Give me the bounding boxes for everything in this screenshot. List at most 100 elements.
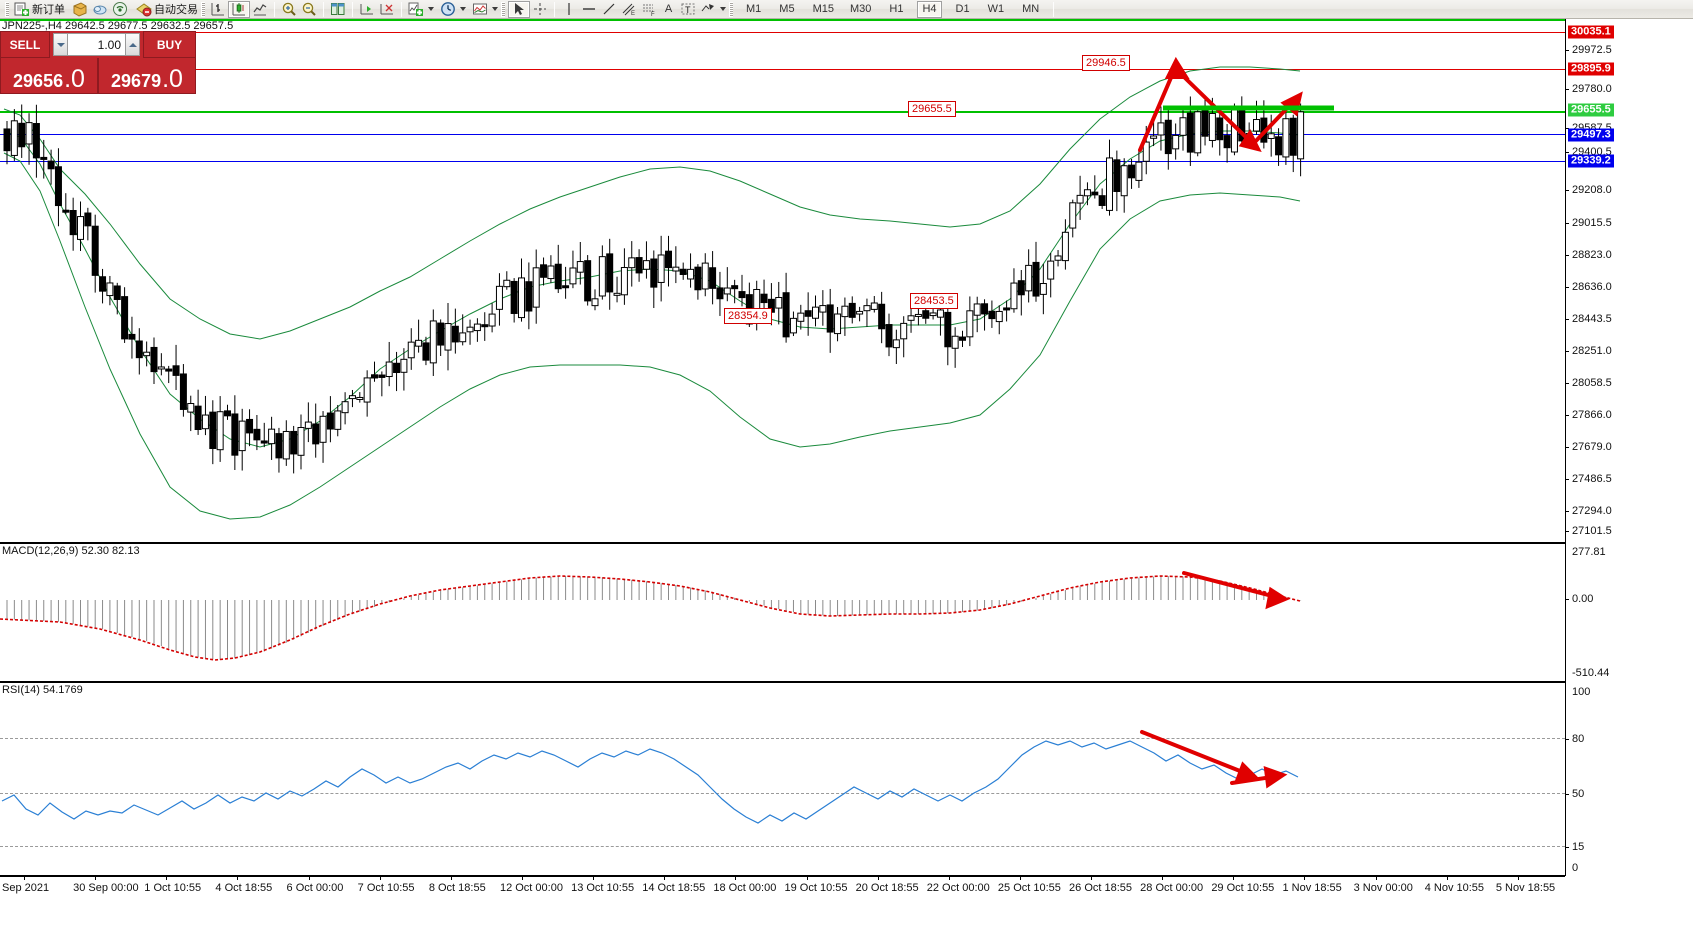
macd-drawn-arrow[interactable] bbox=[0, 544, 1565, 681]
tile-windows-icon[interactable] bbox=[328, 1, 348, 18]
time-axis-tick: Sep 2021 bbox=[2, 882, 50, 894]
time-axis-tick: 13 Oct 10:55 bbox=[571, 882, 635, 894]
macd-pane[interactable]: MACD(12,26,9) 52.30 82.13 bbox=[0, 543, 1565, 682]
time-axis-tick: 5 Nov 18:55 bbox=[1495, 882, 1556, 894]
cursor-icon[interactable] bbox=[508, 0, 530, 18]
timeframe-h1[interactable]: H1 bbox=[889, 3, 904, 15]
autotrade-icon[interactable] bbox=[134, 1, 154, 18]
timeframe-w1[interactable]: W1 bbox=[987, 3, 1005, 15]
level-line-29497[interactable] bbox=[0, 134, 1565, 135]
rsi-level-15 bbox=[0, 846, 1565, 847]
annotation-28354[interactable]: 28354.9 bbox=[724, 308, 772, 324]
time-axis-tick: 26 Oct 18:55 bbox=[1069, 882, 1133, 894]
toolbar-grip-4[interactable] bbox=[729, 1, 733, 17]
rsi-label: RSI(14) 54.1769 bbox=[2, 684, 83, 696]
volume-input[interactable]: 1.00 bbox=[68, 33, 125, 56]
buy-price[interactable]: 29679 .0 bbox=[98, 58, 196, 94]
period-dropdown-caret-icon[interactable] bbox=[460, 7, 466, 11]
timeframe-d1[interactable]: D1 bbox=[955, 3, 970, 15]
chart-container[interactable]: JPN225-,H4 29642.5 29677.5 29632.5 29657… bbox=[0, 19, 1693, 940]
cloud-icon[interactable] bbox=[90, 1, 110, 18]
timeframe-m1[interactable]: M1 bbox=[746, 3, 762, 15]
level-line-29339[interactable] bbox=[0, 161, 1565, 162]
toolbar-grip[interactable] bbox=[5, 1, 9, 17]
line-chart-icon[interactable] bbox=[250, 1, 270, 18]
volume-increase-button[interactable] bbox=[125, 33, 140, 56]
price-tick-29015: 29015.5 bbox=[1572, 217, 1612, 229]
timeframe-mn[interactable]: MN bbox=[1022, 3, 1040, 15]
rsi-axis[interactable]: 100 80 50 15 0 bbox=[1565, 682, 1693, 876]
arrows-dropdown-caret-icon[interactable] bbox=[720, 7, 726, 11]
new-order-icon[interactable] bbox=[12, 1, 32, 18]
price-pane[interactable]: JPN225-,H4 29642.5 29677.5 29632.5 29657… bbox=[0, 19, 1565, 543]
wallet-icon[interactable] bbox=[70, 1, 90, 18]
zoom-out-icon[interactable] bbox=[299, 1, 319, 18]
templates-icon[interactable] bbox=[470, 1, 490, 18]
price-axis[interactable]: 30035.1 29972.5 29895.9 29780.0 29655.5 … bbox=[1565, 19, 1693, 543]
crosshair-icon[interactable] bbox=[530, 1, 550, 18]
sell-button[interactable]: SELL bbox=[0, 31, 50, 58]
annotation-29946[interactable]: 29946.5 bbox=[1082, 55, 1130, 71]
price-tick-27866: 27866.0 bbox=[1572, 409, 1612, 421]
price-tick-27101: 27101.5 bbox=[1572, 525, 1612, 537]
rsi-drawn-arrows[interactable] bbox=[0, 683, 1565, 875]
fibonacci-retracement-icon[interactable]: F bbox=[639, 1, 659, 18]
price-tick-27294: 27294.0 bbox=[1572, 505, 1612, 517]
one-click-trading-panel[interactable]: SELL 1.00 BUY 29656 .0 29679 .0 bbox=[0, 31, 196, 94]
zoom-in-icon[interactable] bbox=[279, 1, 299, 18]
trendline-icon[interactable] bbox=[599, 1, 619, 18]
rsi-tick-80: 80 bbox=[1572, 733, 1585, 745]
rsi-pane[interactable]: RSI(14) 54.1769 bbox=[0, 682, 1565, 876]
rsi-axis-line bbox=[1565, 682, 1566, 876]
horizontal-line-icon[interactable] bbox=[579, 1, 599, 18]
bar-chart-icon[interactable] bbox=[208, 1, 228, 18]
price-tag-30035: 30035.1 bbox=[1568, 25, 1614, 39]
macd-axis[interactable]: 277.81 0.00 -510.44 bbox=[1565, 543, 1693, 682]
volume-stepper[interactable]: 1.00 bbox=[50, 31, 143, 58]
chevron-down-icon bbox=[56, 42, 65, 47]
level-line-29655[interactable] bbox=[0, 111, 1565, 113]
buy-price-decimal: .0 bbox=[162, 65, 183, 93]
main-toolbar[interactable]: 新订单 自动交易 bbox=[0, 0, 1693, 19]
autotrade-label[interactable]: 自动交易 bbox=[154, 4, 198, 16]
sell-price[interactable]: 29656 .0 bbox=[0, 58, 98, 94]
level-line-29896[interactable] bbox=[0, 69, 1565, 70]
timeframe-h4[interactable]: H4 bbox=[917, 0, 942, 18]
time-axis-tick: 30 Sep 00:00 bbox=[73, 882, 139, 894]
toolbar-grip-3[interactable] bbox=[501, 1, 505, 17]
volume-decrease-button[interactable] bbox=[53, 33, 68, 56]
annotation-29655[interactable]: 29655.5 bbox=[908, 101, 956, 117]
macd-axis-line bbox=[1565, 543, 1566, 682]
annotation-28453[interactable]: 28453.5 bbox=[910, 293, 958, 309]
add-indicator-icon[interactable] bbox=[406, 1, 426, 18]
time-axis-tick: 4 Nov 10:55 bbox=[1424, 882, 1485, 894]
indicator-dropdown-caret-icon[interactable] bbox=[428, 7, 434, 11]
time-axis-tick: 19 Oct 10:55 bbox=[784, 882, 848, 894]
timeframe-m30[interactable]: M30 bbox=[849, 3, 872, 15]
signal-icon[interactable] bbox=[110, 1, 130, 18]
buy-button[interactable]: BUY bbox=[143, 31, 196, 58]
level-line-30035[interactable] bbox=[0, 32, 1565, 33]
timeframe-m15[interactable]: M15 bbox=[812, 3, 834, 15]
price-tick-28443: 28443.5 bbox=[1572, 313, 1612, 325]
toolbar-grip-2[interactable] bbox=[201, 1, 205, 17]
auto-scroll-icon[interactable] bbox=[377, 1, 397, 18]
svg-text:E: E bbox=[631, 11, 635, 17]
macd-label: MACD(12,26,9) 52.30 82.13 bbox=[2, 545, 140, 557]
equidistant-channel-icon[interactable]: E bbox=[619, 1, 639, 18]
templates-dropdown-caret-icon[interactable] bbox=[492, 7, 498, 11]
new-order-label[interactable]: 新订单 bbox=[32, 4, 65, 16]
chart-shift-icon[interactable] bbox=[357, 1, 377, 18]
time-axis[interactable]: Sep 2021 30 Sep 00:00 1 Oct 10:55 4 Oct 18:… bbox=[0, 876, 1693, 900]
text-label-icon[interactable]: T bbox=[678, 1, 698, 18]
text-icon[interactable]: A bbox=[664, 3, 673, 15]
price-tick-28251: 28251.0 bbox=[1572, 345, 1612, 357]
vertical-line-icon[interactable] bbox=[559, 1, 579, 18]
time-axis-tick: 1 Oct 10:55 bbox=[144, 882, 202, 894]
time-axis-tick: 22 Oct 00:00 bbox=[926, 882, 990, 894]
candlestick-chart-icon[interactable] bbox=[228, 0, 250, 18]
period-clock-icon[interactable] bbox=[438, 1, 458, 18]
arrows-icon[interactable] bbox=[698, 1, 718, 18]
drawn-trend-arrows[interactable] bbox=[0, 19, 1565, 543]
timeframe-m5[interactable]: M5 bbox=[779, 3, 795, 15]
